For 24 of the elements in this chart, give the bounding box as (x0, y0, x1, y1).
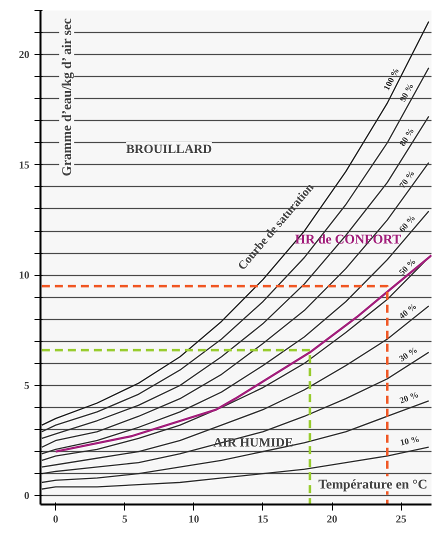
x-tick-label: 5 (122, 514, 128, 526)
text: 60 % (396, 212, 418, 234)
text: 50 % (396, 256, 418, 278)
y-tick-label: 10 (18, 270, 30, 282)
annotation: BROUILLARD (126, 142, 212, 156)
y-tick-label: 0 (24, 491, 30, 502)
text: 20 % (398, 389, 420, 406)
text: 30 % (397, 344, 419, 364)
y-axis-title: Gramme d’eau/kg d’ air sec (59, 18, 74, 176)
text: 40 % (396, 300, 418, 321)
x-tick-label: 0 (53, 514, 58, 526)
y-tick-label: 15 (18, 160, 30, 172)
x-tick-label: 25 (396, 514, 406, 526)
line-series (41, 446, 430, 490)
x-tick-label: 10 (188, 514, 200, 526)
x-axis-title: Température en °C (318, 476, 428, 492)
text: 80 % (397, 126, 416, 148)
y-tick-label: 20 (18, 50, 30, 62)
line-series (41, 305, 430, 468)
text: 10 % (399, 434, 420, 448)
x-tick-label: 20 (326, 514, 338, 526)
x-tick-label: 15 (258, 514, 268, 526)
text: 70 % (396, 168, 416, 190)
y-tick-label: 5 (24, 380, 30, 392)
